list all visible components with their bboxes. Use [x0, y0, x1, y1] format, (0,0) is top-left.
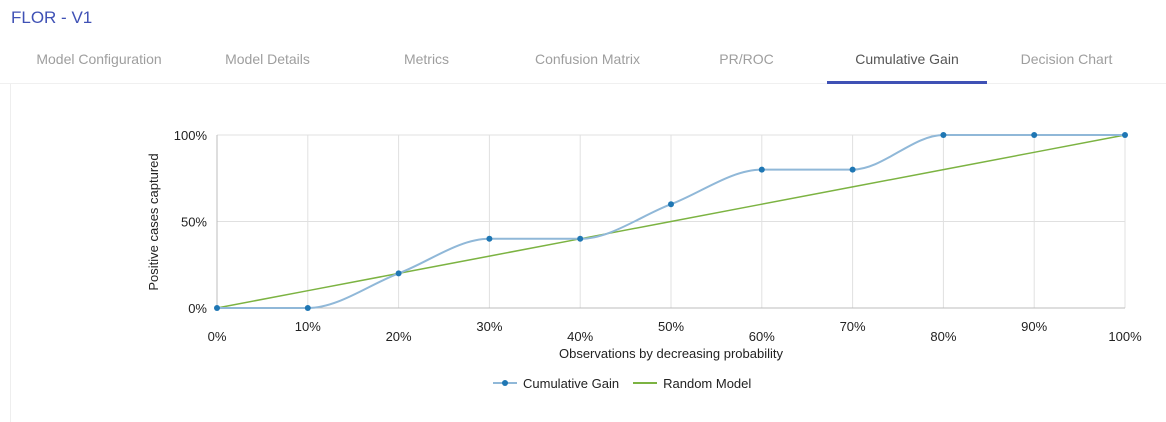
data-point-marker[interactable] — [486, 235, 493, 242]
data-point-marker[interactable] — [849, 166, 856, 173]
legend-item-random-model[interactable]: Random Model — [633, 376, 751, 391]
x-axis-label: Observations by decreasing probability — [559, 346, 784, 361]
tab-bar: Model Configuration Model Details Metric… — [0, 40, 1166, 84]
x-tick-label: 80% — [930, 329, 956, 344]
x-tick-label: 30% — [476, 319, 502, 334]
marker-dot-icon — [502, 380, 508, 386]
data-point-marker[interactable] — [1031, 132, 1038, 138]
x-tick-label: 100% — [1108, 329, 1142, 344]
x-tick-label: 90% — [1021, 319, 1047, 334]
chart-panel — [10, 84, 1166, 422]
y-tick-label: 0% — [188, 301, 207, 316]
x-tick-label: 10% — [295, 319, 321, 334]
x-tick-label: 0% — [208, 329, 227, 344]
x-tick-label: 60% — [749, 329, 775, 344]
tab-model-configuration[interactable]: Model Configuration — [36, 51, 162, 67]
data-point-marker[interactable] — [214, 305, 220, 311]
tab-decision-chart[interactable]: Decision Chart — [1020, 51, 1113, 67]
legend-label: Cumulative Gain — [523, 375, 620, 391]
y-axis-ticks: 0% 50% 100% — [174, 128, 208, 316]
y-axis-label: Positive cases captured — [146, 153, 161, 290]
x-tick-label: 40% — [567, 329, 593, 344]
cumulative-gain-line-marker-icon — [493, 380, 517, 386]
x-tick-label: 50% — [658, 319, 684, 334]
x-tick-label: 20% — [386, 329, 412, 344]
data-point-marker[interactable] — [395, 270, 402, 277]
y-tick-label: 50% — [181, 215, 207, 230]
x-tick-label: 70% — [840, 319, 866, 334]
y-tick-label: 100% — [174, 128, 208, 143]
tab-model-details[interactable]: Model Details — [225, 51, 310, 67]
random-model-line — [216, 134, 1126, 309]
legend-label: Random Model — [663, 375, 752, 391]
legend-item-cumulative-gain[interactable]: Cumulative Gain — [493, 376, 619, 391]
x-axis-ticks: 0% 10% 20% 30% 40% 50% 60% 70% 80% 90% 100% — [208, 319, 1142, 344]
data-point-marker[interactable] — [304, 305, 311, 311]
data-point-marker[interactable] — [668, 201, 674, 208]
chart-series — [214, 132, 1128, 311]
page-title: FLOR - V1 — [11, 8, 93, 27]
tab-metrics[interactable]: Metrics — [403, 51, 450, 67]
data-point-marker[interactable] — [940, 132, 947, 138]
data-point-marker[interactable] — [1122, 132, 1128, 138]
data-point-marker[interactable] — [577, 235, 584, 242]
tab-confusion-matrix[interactable]: Confusion Matrix — [534, 51, 641, 67]
tab-cumulative-gain[interactable]: Cumulative Gain — [827, 40, 987, 84]
chart-axes — [216, 135, 1125, 309]
data-point-marker[interactable] — [758, 166, 765, 173]
random-model-line-icon — [633, 382, 658, 384]
chart-legend: Cumulative Gain Random Model — [493, 375, 765, 391]
tab-pr-roc[interactable]: PR/ROC — [719, 51, 774, 67]
